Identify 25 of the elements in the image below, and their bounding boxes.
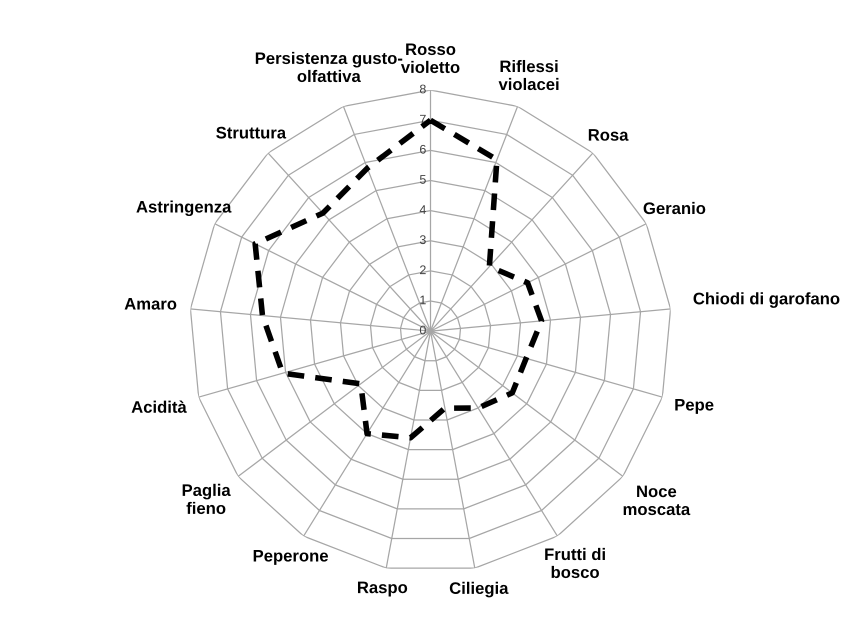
y-tick-label: 2 xyxy=(420,265,426,274)
spoke-label: Riflessi violacei xyxy=(498,60,558,90)
spoke-label: Pepe xyxy=(675,398,714,414)
y-tick-label: 6 xyxy=(420,144,426,154)
spoke-label: Noce moscata xyxy=(624,486,690,516)
spoke-label: Peperone xyxy=(254,550,328,565)
spoke-label: Ciliegia xyxy=(450,582,509,598)
spoke-label: Struttura xyxy=(216,126,286,139)
y-tick-label: 8 xyxy=(420,84,426,94)
y-tick-label: 1 xyxy=(420,296,426,304)
spoke-label: Raspo xyxy=(358,582,408,597)
spoke-label: Acidità xyxy=(132,400,187,413)
spoke-label: Astringenza xyxy=(136,200,232,216)
spoke-label: Geranio xyxy=(644,202,706,214)
y-tick-label: 3 xyxy=(420,235,426,244)
spoke-label: Chiodi di garofano xyxy=(694,292,840,308)
y-tick-label: 4 xyxy=(420,205,426,214)
y-tick-label: 5 xyxy=(420,175,426,184)
spoke-label: Amaro xyxy=(124,298,176,310)
spoke-label: Rosa xyxy=(588,129,629,141)
spoke-label: Frutti di bosco xyxy=(545,548,605,578)
spoke-label: Persistenza gusto- olfattiva xyxy=(256,52,402,82)
y-tick-label: 7 xyxy=(420,114,426,124)
spoke-label: Paglia fieno xyxy=(182,484,231,514)
y-tick-label: 0 xyxy=(420,326,426,334)
